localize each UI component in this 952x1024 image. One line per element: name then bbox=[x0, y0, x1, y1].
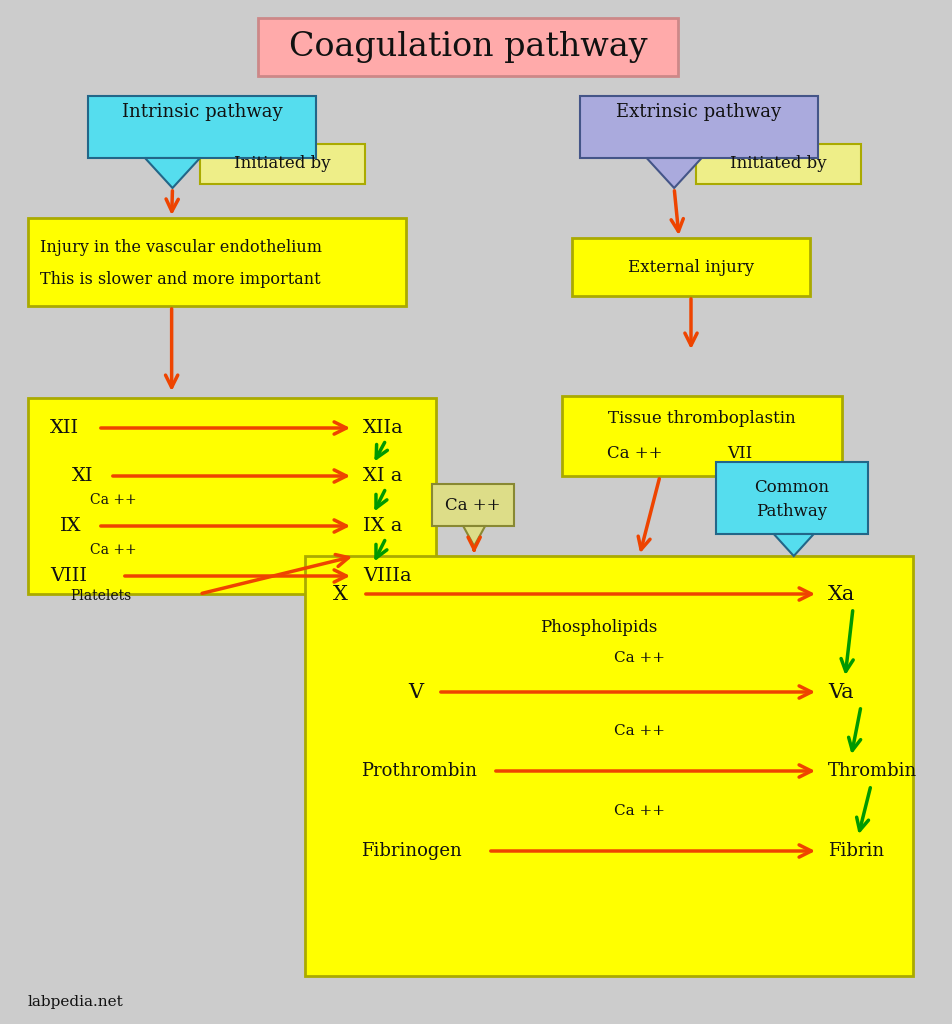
Text: IX: IX bbox=[60, 517, 82, 535]
Text: Fibrin: Fibrin bbox=[828, 842, 884, 860]
Text: Thrombin: Thrombin bbox=[828, 762, 917, 780]
Text: Fibrinogen: Fibrinogen bbox=[361, 842, 462, 860]
Polygon shape bbox=[145, 158, 200, 188]
Text: VIIIa: VIIIa bbox=[363, 567, 411, 585]
Text: Ca ++: Ca ++ bbox=[613, 651, 664, 665]
FancyBboxPatch shape bbox=[716, 462, 868, 534]
Text: Injury in the vascular endothelium: Injury in the vascular endothelium bbox=[40, 239, 322, 256]
Text: IX a: IX a bbox=[363, 517, 403, 535]
Text: VIII: VIII bbox=[50, 567, 87, 585]
Polygon shape bbox=[464, 526, 486, 546]
Text: Initiated by: Initiated by bbox=[730, 156, 827, 172]
FancyBboxPatch shape bbox=[572, 238, 810, 296]
Text: Tissue thromboplastin: Tissue thromboplastin bbox=[608, 410, 796, 427]
Text: Ca ++: Ca ++ bbox=[446, 497, 501, 513]
Text: Ca ++: Ca ++ bbox=[613, 724, 664, 738]
Text: Ca ++: Ca ++ bbox=[90, 543, 137, 557]
Text: XIIa: XIIa bbox=[363, 419, 404, 437]
FancyBboxPatch shape bbox=[562, 396, 842, 476]
Text: External injury: External injury bbox=[628, 258, 754, 275]
Text: VII: VII bbox=[727, 445, 752, 462]
Text: Ca ++: Ca ++ bbox=[613, 804, 664, 818]
Text: Phospholipids: Phospholipids bbox=[541, 620, 658, 637]
Text: Coagulation pathway: Coagulation pathway bbox=[288, 31, 647, 63]
Text: Pathway: Pathway bbox=[757, 503, 827, 519]
FancyBboxPatch shape bbox=[580, 96, 818, 158]
Text: X: X bbox=[333, 585, 347, 603]
FancyBboxPatch shape bbox=[88, 96, 316, 158]
Polygon shape bbox=[774, 534, 814, 556]
FancyBboxPatch shape bbox=[28, 218, 406, 306]
Text: Platelets: Platelets bbox=[70, 589, 131, 603]
Polygon shape bbox=[646, 158, 702, 188]
Text: Va: Va bbox=[828, 683, 854, 701]
FancyBboxPatch shape bbox=[696, 144, 861, 184]
FancyBboxPatch shape bbox=[28, 398, 436, 594]
Text: Xa: Xa bbox=[828, 585, 855, 603]
Text: Prothrombin: Prothrombin bbox=[361, 762, 477, 780]
Text: Ca ++: Ca ++ bbox=[90, 493, 137, 507]
FancyBboxPatch shape bbox=[200, 144, 365, 184]
FancyBboxPatch shape bbox=[305, 556, 913, 976]
Text: V: V bbox=[408, 683, 423, 701]
Text: Common: Common bbox=[755, 478, 829, 496]
Text: Initiated by: Initiated by bbox=[234, 156, 330, 172]
Text: Extrinsic pathway: Extrinsic pathway bbox=[617, 103, 782, 121]
Text: labpedia.net: labpedia.net bbox=[28, 995, 124, 1009]
FancyBboxPatch shape bbox=[432, 484, 514, 526]
Text: Ca ++: Ca ++ bbox=[607, 445, 663, 462]
Text: XI: XI bbox=[72, 467, 93, 485]
Text: This is slower and more important: This is slower and more important bbox=[40, 271, 321, 288]
FancyBboxPatch shape bbox=[258, 18, 678, 76]
Text: XII: XII bbox=[50, 419, 79, 437]
Text: Intrinsic pathway: Intrinsic pathway bbox=[122, 103, 283, 121]
Text: XI a: XI a bbox=[363, 467, 403, 485]
